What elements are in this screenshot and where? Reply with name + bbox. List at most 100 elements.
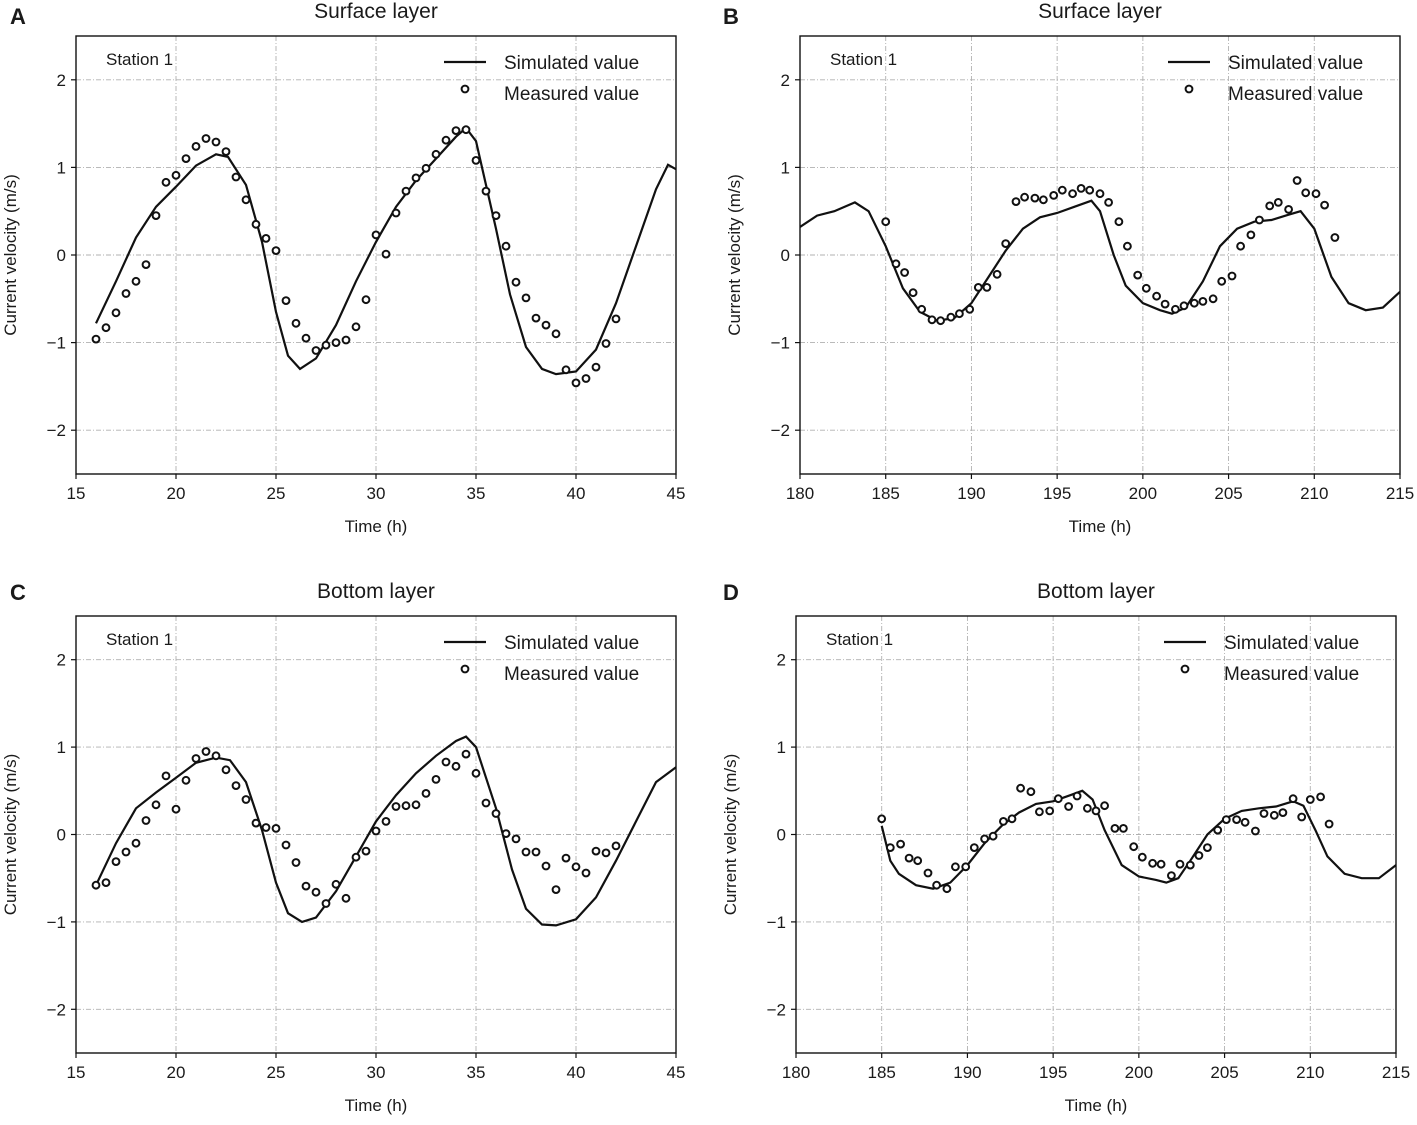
x-tick-label: 215	[1386, 484, 1414, 503]
measured-point	[1265, 201, 1275, 211]
x-tick-label: 200	[1125, 1063, 1153, 1082]
measured-point	[321, 340, 331, 350]
measured-point	[511, 277, 521, 287]
measured-point	[171, 804, 181, 814]
measured-point	[391, 802, 401, 811]
measured-point	[311, 887, 321, 897]
measured-point	[1141, 283, 1151, 293]
legend-simulated-label: Simulated value	[1228, 53, 1363, 74]
measured-point	[927, 315, 937, 325]
measured-point	[301, 881, 311, 891]
measured-point	[421, 163, 431, 173]
measured-point	[191, 142, 201, 151]
measured-point	[451, 761, 461, 771]
x-tick-label: 195	[1043, 484, 1071, 503]
plot-area	[91, 735, 676, 927]
measured-point	[441, 135, 451, 145]
measured-point	[601, 848, 611, 858]
measured-point	[491, 809, 501, 818]
measured-point	[1160, 299, 1170, 309]
measured-point	[1148, 858, 1157, 868]
y-tick-label: −2	[771, 421, 790, 440]
x-tick-label: 40	[567, 484, 586, 503]
x-tick-label: 30	[367, 484, 386, 503]
measured-point	[1213, 825, 1223, 835]
measured-point	[908, 288, 918, 298]
x-tick-label: 180	[786, 484, 814, 503]
y-tick-label: 2	[781, 71, 790, 90]
measured-point	[1133, 270, 1143, 280]
plot-area	[800, 176, 1400, 326]
measured-point	[191, 754, 201, 763]
measured-point	[1198, 297, 1208, 306]
measured-point	[121, 289, 131, 298]
measured-point	[1305, 795, 1315, 804]
measured-point	[1119, 824, 1128, 833]
measured-point	[900, 268, 909, 277]
measured-point	[1217, 276, 1227, 286]
measured-point	[1091, 806, 1101, 816]
measured-point	[1049, 191, 1059, 200]
measured-point	[171, 170, 181, 180]
measured-point	[381, 249, 391, 259]
station-annotation: Station 1	[106, 50, 173, 69]
measured-point	[923, 868, 933, 878]
measured-point	[1156, 859, 1166, 869]
measured-point	[1324, 819, 1334, 829]
y-tick-label: 2	[777, 651, 786, 670]
measured-point	[611, 314, 621, 324]
x-tick-label: 190	[957, 484, 985, 503]
simulated-series-line	[800, 199, 1400, 322]
y-tick-label: 1	[57, 738, 66, 757]
measured-point	[201, 134, 211, 143]
x-tick-label: 25	[267, 484, 286, 503]
measured-point	[441, 757, 451, 767]
y-tick-label: 2	[57, 651, 66, 670]
measured-point	[571, 862, 581, 872]
measured-point	[271, 824, 281, 833]
measured-point	[951, 862, 960, 872]
measured-point	[932, 880, 941, 890]
measured-point	[896, 839, 905, 849]
legend: Simulated value Measured value	[1168, 53, 1363, 105]
measured-point	[1114, 217, 1124, 227]
x-tick-label: 195	[1039, 1063, 1067, 1082]
measured-point	[141, 816, 151, 825]
y-tick-label: 1	[777, 738, 786, 757]
simulated-series-line	[95, 126, 676, 376]
measured-point	[331, 879, 341, 889]
measured-point	[151, 211, 161, 221]
measured-point	[481, 186, 491, 196]
measured-point	[121, 847, 131, 857]
x-tick-label: 45	[667, 484, 686, 503]
simulated-series-line	[95, 735, 676, 927]
measured-point	[913, 856, 923, 866]
measured-point	[1259, 809, 1269, 818]
measured-point	[371, 230, 381, 240]
measured-point	[973, 283, 983, 292]
measured-point	[521, 847, 531, 857]
measured-point	[411, 800, 421, 810]
measured-point	[561, 365, 571, 375]
measured-point	[551, 329, 561, 339]
legend: Simulated value Measured value	[444, 633, 639, 685]
measured-point	[1221, 815, 1231, 824]
y-tick-label: 0	[777, 826, 786, 845]
measured-point	[281, 296, 291, 306]
chart-title: Surface layer	[314, 0, 438, 23]
measured-point	[411, 173, 421, 183]
legend-marker-swatch	[460, 664, 470, 674]
legend: Simulated value Measured value	[444, 53, 639, 105]
y-axis-label: Current velocity (m/s)	[1, 754, 20, 916]
measured-point	[161, 177, 171, 187]
measured-point	[1095, 189, 1105, 199]
measured-point	[1284, 205, 1293, 214]
measured-point	[431, 149, 441, 159]
measured-point	[371, 826, 381, 836]
measured-point	[271, 246, 281, 256]
measured-point	[201, 747, 211, 756]
x-tick-label: 210	[1296, 1063, 1324, 1082]
x-tick-label: 30	[367, 1063, 386, 1082]
measured-point	[561, 853, 571, 863]
